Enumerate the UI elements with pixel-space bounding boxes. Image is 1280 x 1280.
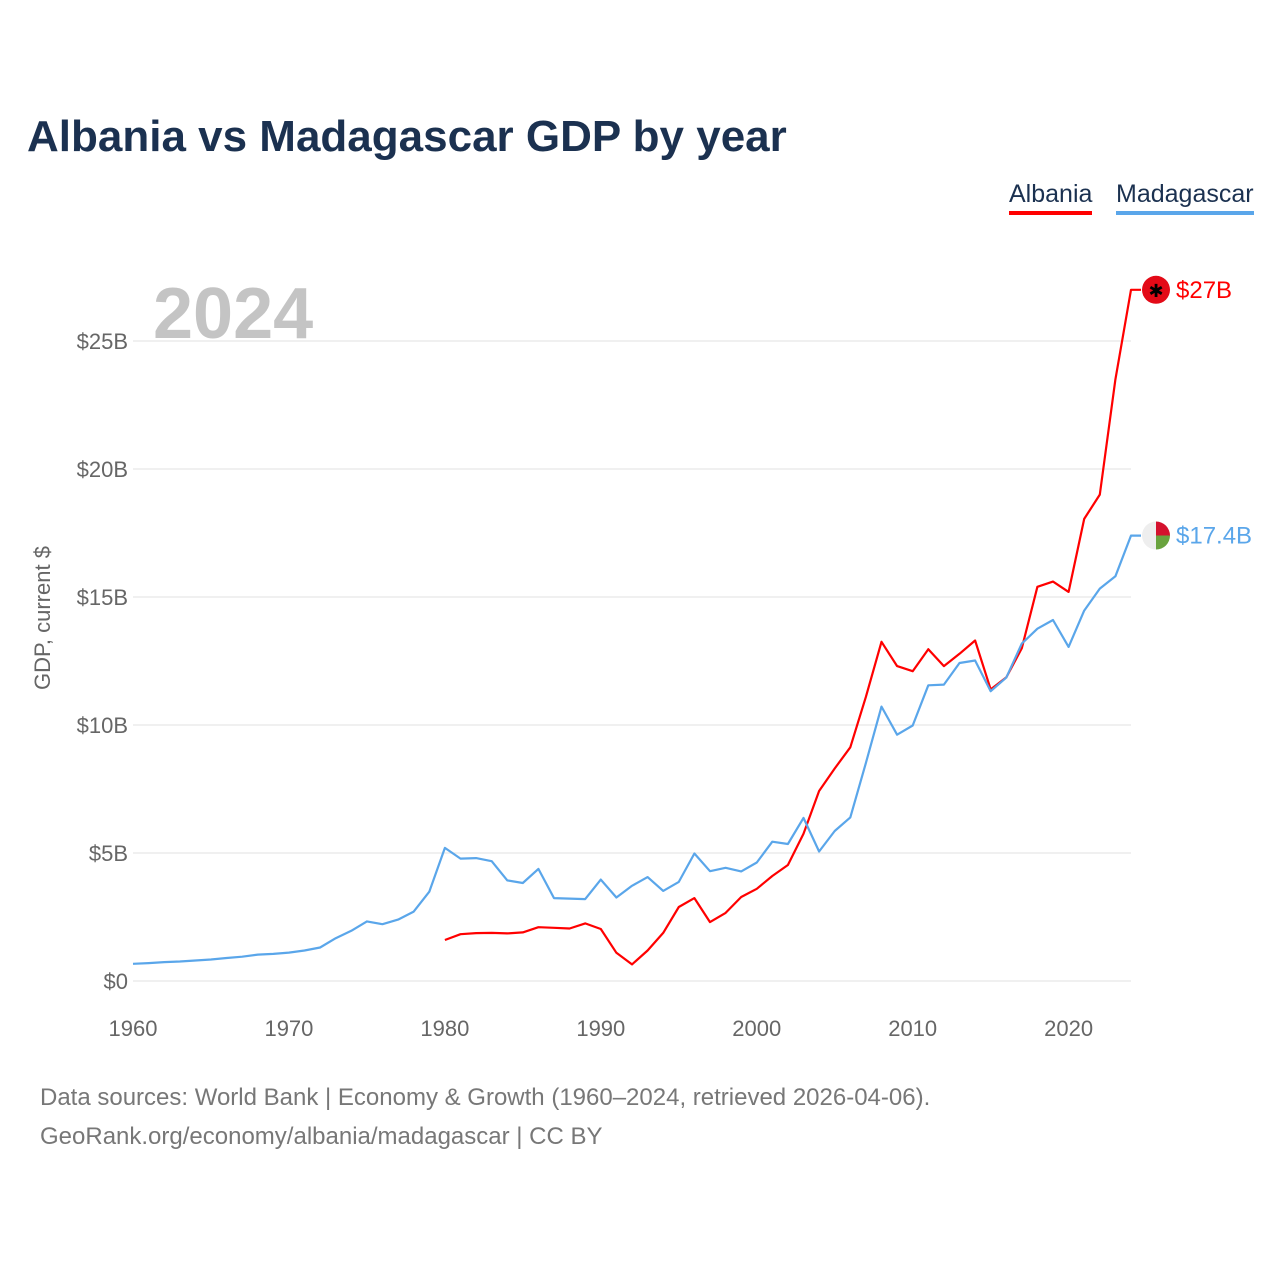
- end-value-label-madagascar: $17.4B: [1176, 523, 1252, 550]
- y-tick-label: $0: [104, 969, 128, 994]
- x-tick-label: 1960: [109, 1016, 158, 1041]
- x-tick-label: 1970: [264, 1016, 313, 1041]
- series-line-albania: [444, 288, 1141, 966]
- eagle-icon: ✱: [1148, 281, 1163, 301]
- x-tick-label: 1990: [576, 1016, 625, 1041]
- legend-madagascar[interactable]: Madagascar: [1116, 180, 1254, 215]
- attribution-link[interactable]: GeoRank.org/economy/albania/madagascar |…: [40, 1123, 603, 1150]
- x-tick-label: 1980: [420, 1016, 469, 1041]
- year-label: 2024: [153, 274, 313, 354]
- albania-flag-icon: [1142, 275, 1170, 304]
- y-axis-title: GDP, current $: [30, 546, 55, 690]
- madagascar-flag-white: [1142, 521, 1156, 550]
- data-sources-note: Data sources: World Bank | Economy & Gro…: [40, 1084, 931, 1111]
- chart-title: Albania vs Madagascar GDP by year: [27, 112, 787, 161]
- series-line-madagascar: [132, 534, 1141, 965]
- x-tick-label: 2010: [888, 1016, 937, 1041]
- y-tick-label: $15B: [77, 585, 128, 610]
- madagascar-flag-red: [1156, 521, 1170, 536]
- legend-albania[interactable]: Albania: [1009, 180, 1093, 215]
- end-value-label-albania: $27B: [1176, 277, 1232, 304]
- x-tick-label: 2000: [732, 1016, 781, 1041]
- x-tick-label: 2020: [1044, 1016, 1093, 1041]
- y-tick-label: $25B: [77, 329, 128, 354]
- y-tick-label: $5B: [89, 841, 128, 866]
- y-tick-label: $20B: [77, 457, 128, 482]
- madagascar-flag-green: [1156, 535, 1170, 550]
- y-tick-label: $10B: [77, 713, 128, 738]
